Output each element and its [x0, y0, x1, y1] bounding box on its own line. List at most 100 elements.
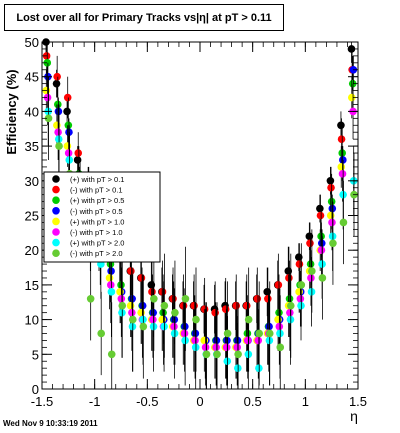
- data-point: [73, 156, 82, 164]
- data-point: [276, 343, 285, 352]
- data-point: [52, 79, 61, 88]
- data-point: [339, 218, 348, 227]
- data-point: [316, 204, 324, 213]
- data-point: [253, 294, 262, 303]
- data-point: [202, 350, 211, 359]
- data-point: [211, 308, 219, 317]
- data-point: [307, 274, 315, 282]
- data-point: [295, 253, 303, 261]
- data-point: [97, 329, 105, 338]
- data-point: [126, 301, 135, 310]
- data-point: [255, 329, 263, 338]
- data-point: [139, 322, 148, 331]
- data-point: [149, 315, 157, 324]
- data-point: [171, 308, 179, 317]
- legend-box: [43, 171, 161, 263]
- data-point: [127, 267, 135, 275]
- data-point: [317, 246, 326, 254]
- data-point: [347, 93, 356, 102]
- data-point: [213, 350, 221, 359]
- data-point: [326, 211, 335, 220]
- y-tick-label: 25: [25, 209, 39, 224]
- data-point: [53, 72, 61, 81]
- legend-marker: [52, 217, 60, 226]
- data-point: [128, 308, 136, 317]
- legend-entry: (-) with pT > 2.0: [70, 249, 123, 258]
- data-point: [234, 350, 242, 359]
- data-point: [63, 107, 71, 116]
- data-point: [233, 343, 241, 352]
- data-point: [318, 274, 327, 282]
- data-point: [44, 114, 53, 123]
- y-tick-label: 30: [25, 174, 39, 189]
- data-point: [329, 239, 337, 248]
- y-tick-label: 10: [25, 313, 39, 328]
- legend-marker: [52, 238, 60, 247]
- data-point: [286, 301, 295, 310]
- data-point: [265, 329, 274, 338]
- legend-entry: (-) with pT > 1.0: [70, 228, 123, 237]
- y-tick-label: 35: [25, 139, 39, 154]
- data-point: [308, 267, 316, 275]
- x-tick-label: -0.5: [136, 394, 158, 409]
- data-point: [242, 301, 251, 310]
- data-point: [54, 100, 62, 109]
- chart-title: Lost over all for Primary Tracks vs|η| a…: [16, 11, 272, 24]
- data-point: [254, 336, 263, 345]
- x-tick-label: 1: [302, 394, 309, 409]
- data-point: [286, 308, 294, 317]
- data-point: [316, 211, 325, 220]
- data-point: [222, 343, 231, 352]
- data-point: [43, 93, 52, 102]
- data-point: [296, 294, 305, 303]
- x-tick-label: 0: [196, 394, 203, 409]
- data-point: [137, 274, 146, 282]
- timestamp: Wed Nov 9 10:33:19 2011: [3, 419, 98, 428]
- data-point: [337, 135, 346, 143]
- data-point: [306, 239, 314, 248]
- data-point: [274, 281, 283, 289]
- data-point: [55, 142, 63, 150]
- data-point: [118, 301, 127, 310]
- data-point: [201, 343, 210, 352]
- legend-marker: [52, 249, 60, 257]
- data-point: [337, 121, 345, 130]
- data-point: [295, 288, 303, 296]
- legend-entry: (+) with pT > 0.1: [70, 175, 124, 184]
- data-point: [327, 183, 335, 192]
- legend-entry: (+) with pT > 2.0: [70, 239, 124, 248]
- legend-marker: [52, 228, 60, 236]
- data-point: [305, 232, 314, 241]
- data-point: [326, 177, 335, 185]
- legend-entry: (-) with pT > 0.1: [70, 186, 123, 195]
- y-tick-label: 15: [25, 278, 39, 293]
- x-tick-label: 0.5: [244, 394, 262, 409]
- data-point: [43, 59, 52, 67]
- legend-entry: (+) with pT > 1.0: [70, 217, 124, 226]
- data-point: [244, 315, 253, 324]
- y-tick-label: 0: [32, 382, 39, 397]
- data-point: [243, 336, 252, 345]
- data-point: [337, 163, 346, 171]
- data-point: [64, 149, 73, 157]
- y-tick-label: 50: [25, 35, 39, 50]
- data-point: [54, 128, 62, 137]
- data-point: [232, 301, 241, 310]
- data-point: [86, 294, 95, 303]
- data-point: [105, 274, 114, 282]
- data-point: [192, 315, 200, 324]
- data-point: [328, 218, 336, 227]
- y-tick-label: 45: [25, 70, 39, 85]
- data-point: [180, 329, 189, 338]
- data-point: [63, 93, 72, 102]
- data-point: [200, 336, 209, 345]
- data-point: [74, 149, 83, 157]
- y-tick-label: 20: [25, 243, 39, 258]
- data-point: [347, 45, 356, 53]
- data-point: [170, 322, 178, 331]
- chart-title-box: Lost over all for Primary Tracks vs|η| a…: [4, 4, 284, 31]
- data-point: [221, 305, 230, 313]
- data-point: [181, 294, 190, 303]
- data-point: [191, 336, 199, 345]
